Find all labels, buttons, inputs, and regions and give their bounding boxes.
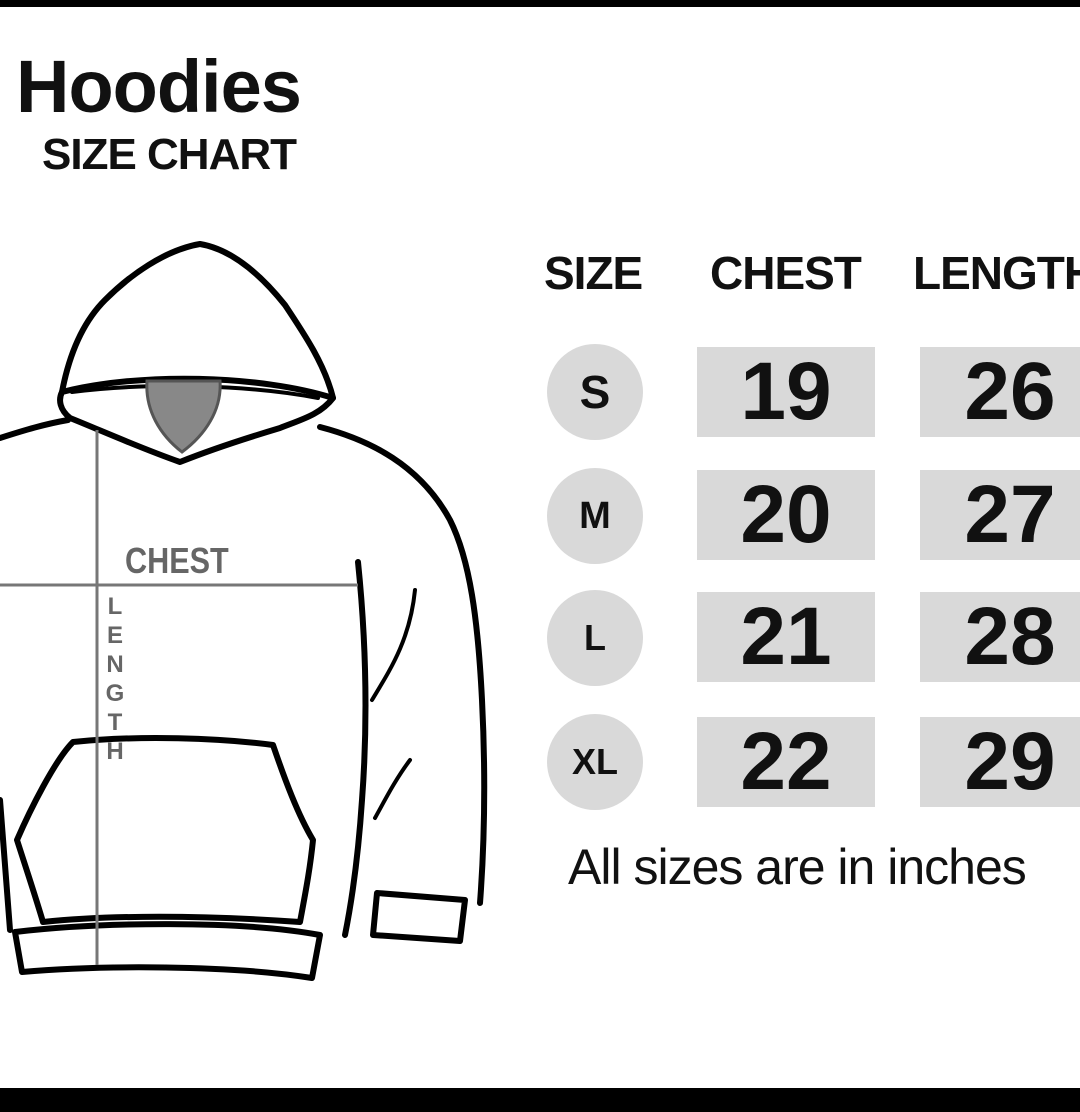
left-shoulder xyxy=(0,417,71,441)
length-letter: N xyxy=(106,651,124,678)
top-bar xyxy=(0,0,1080,7)
page-subtitle: SIZE CHART xyxy=(42,130,297,179)
length-letter: L xyxy=(107,593,123,620)
length-letter: H xyxy=(106,738,124,765)
right-shoulder-sleeve xyxy=(317,424,488,906)
length-label: L E N G T H xyxy=(104,592,126,766)
left-side xyxy=(0,797,13,933)
length-value: 29 xyxy=(920,716,1080,807)
size-badge: L xyxy=(547,590,643,686)
column-header-chest: CHEST xyxy=(710,247,862,299)
column-header-length: LENGTH xyxy=(913,247,1080,299)
size-badge: XL xyxy=(547,714,643,810)
length-letter: G xyxy=(105,680,125,707)
cuff xyxy=(370,890,468,944)
chest-value: 19 xyxy=(697,346,875,437)
body-right-side xyxy=(342,559,369,938)
hoodie-illustration xyxy=(0,241,488,981)
length-letter: T xyxy=(107,709,123,736)
length-value: 27 xyxy=(920,469,1080,560)
chest-value: 21 xyxy=(697,591,875,682)
chest-label: CHEST xyxy=(125,540,229,581)
length-letter: E xyxy=(106,622,123,649)
column-header-size: SIZE xyxy=(544,247,643,299)
pocket xyxy=(14,735,316,925)
units-note: All sizes are in inches xyxy=(568,839,1027,895)
chest-value: 20 xyxy=(697,469,875,560)
bottom-bar xyxy=(0,1088,1080,1112)
page-title: Hoodies xyxy=(16,45,302,128)
length-value: 28 xyxy=(920,591,1080,682)
chest-value: 22 xyxy=(697,716,875,807)
length-value: 26 xyxy=(920,346,1080,437)
waistband xyxy=(12,921,323,981)
size-badge: S xyxy=(547,344,643,440)
hood-outline xyxy=(59,241,336,401)
sleeve-inner xyxy=(370,588,417,820)
size-badge: M xyxy=(547,468,643,564)
face-shadow xyxy=(145,379,222,454)
